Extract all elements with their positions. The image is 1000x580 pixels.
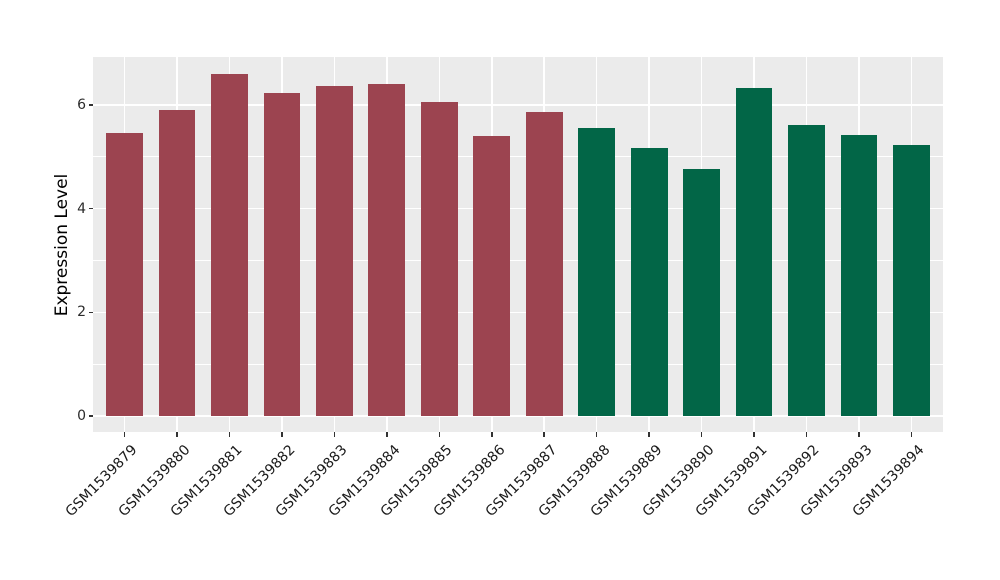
bar-GSM1539887 <box>525 111 563 416</box>
bar-GSM1539890 <box>683 168 720 416</box>
bar-GSM1539883 <box>315 86 353 416</box>
x-axis-tick <box>595 432 598 437</box>
y-tick-label: 4 <box>77 200 86 217</box>
y-tick-label: 6 <box>77 96 86 113</box>
bar-GSM1539893 <box>840 134 878 416</box>
y-tick-label: 0 <box>77 408 86 424</box>
x-axis-tick <box>910 432 913 437</box>
bar-GSM1539880 <box>158 110 196 416</box>
y-axis-tick <box>88 207 93 210</box>
gridline-y-major <box>93 207 943 210</box>
gridline-y-minor <box>93 156 943 158</box>
x-axis-tick <box>386 432 388 437</box>
x-axis-tick <box>858 432 860 437</box>
x-axis-tick <box>648 432 650 437</box>
x-axis-tick <box>176 432 178 437</box>
bar-GSM1539888 <box>578 128 616 416</box>
y-axis-tick <box>88 415 93 417</box>
x-axis-tick <box>543 432 545 437</box>
x-axis-tick <box>700 432 703 437</box>
bar-GSM1539879 <box>106 132 143 416</box>
x-axis-tick <box>228 432 231 437</box>
bar-GSM1539884 <box>368 83 406 416</box>
bar-GSM1539885 <box>420 101 458 416</box>
bar-GSM1539886 <box>473 136 511 416</box>
bar-GSM1539882 <box>263 93 301 416</box>
x-axis-tick <box>333 432 336 437</box>
bar-GSM1539889 <box>630 147 668 416</box>
y-tick-label: 2 <box>77 304 86 321</box>
bar-GSM1539892 <box>788 125 825 416</box>
bar-GSM1539894 <box>893 145 930 416</box>
x-axis-tick <box>753 432 755 437</box>
x-axis-tick <box>805 432 808 437</box>
bar-GSM1539881 <box>211 73 248 416</box>
gridline-y-major <box>93 311 943 314</box>
x-axis-tick <box>438 432 441 437</box>
x-axis-tick <box>123 432 126 437</box>
x-axis-tick <box>281 432 283 437</box>
gridline-y-major <box>93 104 943 106</box>
y-axis-tick <box>88 104 93 106</box>
y-axis-title: Expression Level <box>52 173 72 316</box>
x-axis-tick <box>491 432 493 437</box>
y-axis-tick <box>88 311 93 314</box>
bar-GSM1539891 <box>735 87 773 416</box>
gridline-y-major <box>93 415 943 417</box>
gridline-y-minor <box>93 260 943 261</box>
gridline-y-minor <box>93 363 943 365</box>
